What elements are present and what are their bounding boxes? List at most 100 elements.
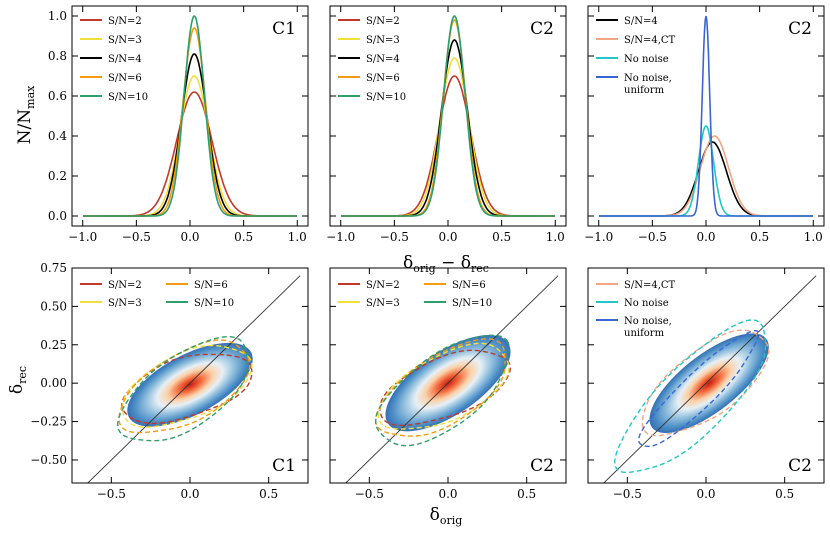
x-tick-label: −1.0 <box>326 230 355 244</box>
panel-4: −0.5 0.0 0.5 −0.50 −0.25 0.00 0.25 0.50 0.75 C1 S/… <box>30 261 309 501</box>
panel-1: −1.0 −0.5 0.0 0.5 1.0 0.0 0.2 0.4 0.6 0.8 1.0 C1 S/N… <box>48 5 309 244</box>
legend-label: S/N=4 <box>624 16 658 27</box>
contour-line <box>374 334 510 447</box>
y-tick-label: 0.25 <box>40 338 67 352</box>
bottom-x-axis-title: δorig <box>430 505 463 527</box>
x-tick-label: 0.0 <box>696 230 715 244</box>
legend-label: S/N=6 <box>366 73 400 84</box>
x-tick-label: 0.5 <box>492 230 511 244</box>
top-x-axis-title: δorig − δrec <box>403 253 489 275</box>
plot-area <box>341 15 555 217</box>
contour-line <box>374 338 506 437</box>
y-tick-label: 0.4 <box>48 129 67 143</box>
y-tick-label: 0.00 <box>40 376 67 390</box>
legend-label: S/N=4,CT <box>624 35 676 46</box>
x-tick-label: −0.5 <box>613 487 642 501</box>
x-tick-label: 0.5 <box>750 230 769 244</box>
legend-label: S/N=3 <box>366 35 400 46</box>
legend-label: No noise, <box>624 73 672 84</box>
legend-label: S/N=3 <box>366 298 400 309</box>
legend: S/N=4,CT No noise No noise,uniform <box>596 280 676 339</box>
density-cloud <box>649 333 769 434</box>
x-tick-label: 0.0 <box>696 487 715 501</box>
x-tick-label: 0.0 <box>180 487 199 501</box>
x-tick-label: −0.5 <box>122 230 151 244</box>
legend: S/N=2 S/N=3 S/N=4 S/N=6 S/N=10 <box>80 16 148 103</box>
identity-line <box>603 275 817 483</box>
density-cloud <box>127 342 253 427</box>
y-tick-label: 1.0 <box>48 9 67 23</box>
x-tick-label: 0.5 <box>775 487 794 501</box>
x-tick-label: 0.5 <box>517 487 536 501</box>
y-tick-label: 0.6 <box>48 89 67 103</box>
panel-label: C1 <box>272 456 296 476</box>
legend-label: S/N=10 <box>366 92 406 103</box>
legend-label: S/N=2 <box>108 280 142 291</box>
series-line <box>599 135 813 217</box>
plot-area <box>83 15 297 217</box>
top-y-axis-title: N/Nmax <box>15 85 37 144</box>
legend-label: S/N=3 <box>108 35 142 46</box>
legend-label: No noise <box>624 298 669 309</box>
legend-label: S/N=6 <box>108 73 142 84</box>
series-line <box>83 91 297 217</box>
legend-label: S/N=10 <box>452 298 492 309</box>
y-tick-label: 0.75 <box>40 261 67 275</box>
x-tick-label: 1.0 <box>288 230 307 244</box>
plot-area <box>87 275 301 483</box>
panel-label: C2 <box>530 19 554 39</box>
x-tick-label: −0.5 <box>380 230 409 244</box>
legend-label: S/N=10 <box>194 298 234 309</box>
legend-label: S/N=6 <box>194 280 228 291</box>
x-tick-label: 0.0 <box>438 230 457 244</box>
legend-label: S/N=2 <box>108 16 142 27</box>
x-tick-label: 1.0 <box>804 230 823 244</box>
panel-label: C2 <box>530 456 554 476</box>
plot-area <box>603 275 817 483</box>
legend-label: S/N=2 <box>366 280 400 291</box>
panel-6: −0.5 0.0 0.5 C2 S/N=4,CT No noise No noise,uni… <box>587 267 825 501</box>
legend-label: S/N=4 <box>108 54 142 65</box>
y-tick-label: 0.8 <box>48 49 67 63</box>
y-tick-label: 0.0 <box>48 209 67 223</box>
x-tick-label: 1.0 <box>546 230 565 244</box>
legend: S/N=4 S/N=4,CT No noise No noise,uniform <box>596 16 676 96</box>
y-tick-label: −0.50 <box>30 453 67 467</box>
identity-line <box>345 275 559 483</box>
contour-line <box>641 329 770 437</box>
panel-5: −0.5 0.0 0.5 C2 S/N=2 S/N=3 S/N=6 S/N=10 <box>329 267 567 501</box>
plot-area <box>599 15 813 217</box>
legend-label: S/N=3 <box>108 298 142 309</box>
legend-label: No noise <box>624 54 669 65</box>
x-tick-label: −1.0 <box>584 230 613 244</box>
plot-area <box>345 275 559 483</box>
series-line <box>341 39 555 217</box>
legend-label: S/N=2 <box>366 16 400 27</box>
legend-label: S/N=4 <box>366 54 400 65</box>
density-ellipse <box>649 333 769 434</box>
x-tick-label: −1.0 <box>68 230 97 244</box>
x-tick-label: 0.0 <box>438 487 457 501</box>
series-line <box>599 141 813 217</box>
bottom-y-axis-title: δrec <box>7 366 29 394</box>
series-line <box>341 15 555 217</box>
x-tick-label: 0.0 <box>180 230 199 244</box>
x-tick-label: −0.5 <box>638 230 667 244</box>
contour-line <box>614 319 767 474</box>
series-line <box>83 15 297 217</box>
panel-3: −1.0 −0.5 0.0 0.5 1.0 C2 S/N=4 S/N=4,CT No noise… <box>584 5 825 244</box>
contour-line <box>377 342 510 430</box>
x-tick-label: 0.5 <box>234 230 253 244</box>
legend: S/N=2 S/N=3 S/N=6 S/N=10 <box>338 280 492 309</box>
series-line <box>599 15 813 217</box>
panel-2: −1.0 −0.5 0.0 0.5 1.0C2S/N=2S/N=3S/N=4S/N=6S… <box>326 5 567 244</box>
x-tick-label: −0.5 <box>355 487 384 501</box>
legend-label: uniform <box>624 328 665 339</box>
legend: S/N=2 S/N=3 S/N=6 S/N=10 <box>80 280 234 309</box>
legend-label: No noise, <box>624 316 672 327</box>
legend-label: S/N=10 <box>108 92 148 103</box>
panel-label: C1 <box>272 19 296 39</box>
legend: S/N=2 S/N=3 S/N=4 S/N=6 S/N=10 <box>338 16 406 103</box>
y-tick-label: 0.50 <box>40 299 67 313</box>
